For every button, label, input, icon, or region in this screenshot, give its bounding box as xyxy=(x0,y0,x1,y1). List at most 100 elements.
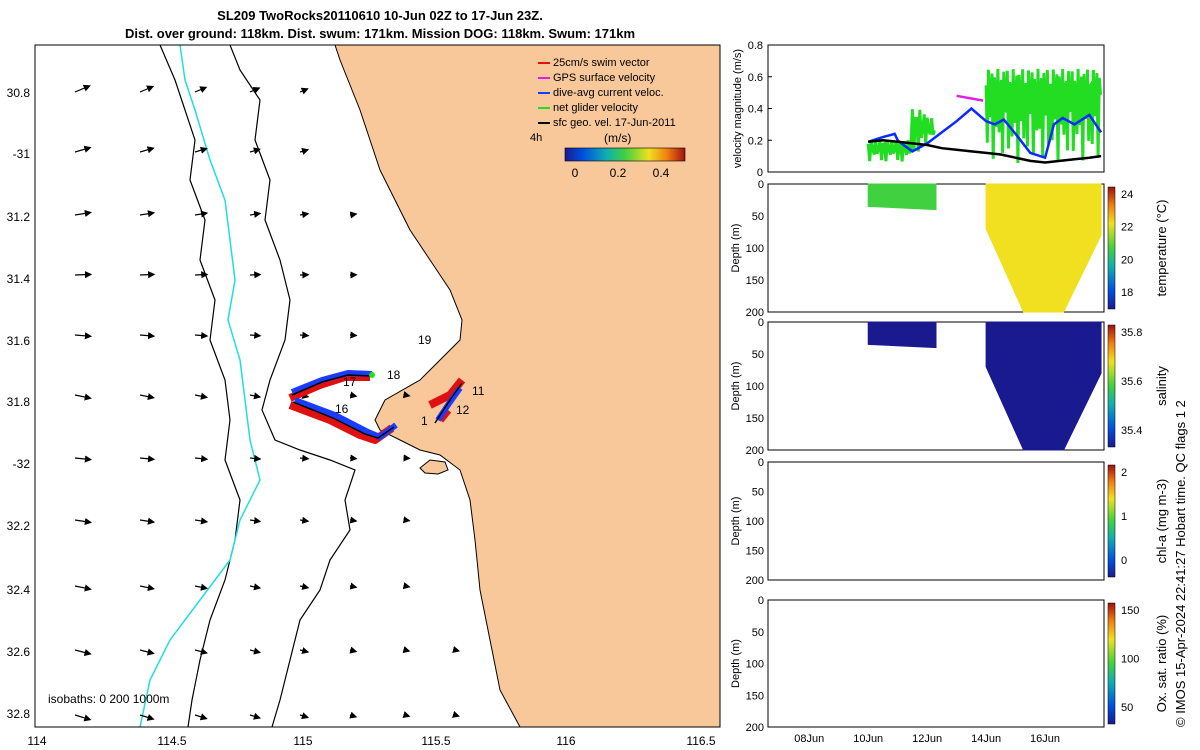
isobaths-label: isobaths: 0 200 1000m xyxy=(48,692,169,706)
waypoint-label: 11 xyxy=(472,384,485,398)
quiver-arrow xyxy=(74,145,92,153)
lat-tick-label: -32 xyxy=(13,457,31,471)
quiver-arrow xyxy=(139,713,155,721)
legend-label: 25cm/s swim vector xyxy=(553,57,650,69)
legend-label: sfc geo. vel. 17-Jun-2011 xyxy=(553,117,676,129)
depth-tick-label: 150 xyxy=(746,546,764,558)
x-tick-label: 16Jun xyxy=(1030,733,1060,745)
legend-label: GPS surface velocity xyxy=(553,72,656,84)
lon-tick-label: 115 xyxy=(293,734,312,748)
quiver-arrow xyxy=(452,646,461,653)
colorbar-units: (m/s) xyxy=(604,131,631,145)
quiver-arrow xyxy=(139,517,156,525)
colorbar xyxy=(1107,186,1116,310)
series-net-glider-velocity xyxy=(866,109,936,162)
legend-label: dive-avg current veloc. xyxy=(553,87,664,99)
lon-tick-label: 116.5 xyxy=(686,734,715,748)
colorbar-tick-label: 18 xyxy=(1121,287,1133,299)
colorbar-tick-label: 35.4 xyxy=(1121,425,1142,437)
profile-segment xyxy=(985,321,1102,451)
y-axis-label: velocity magnitude (m/s) xyxy=(732,49,744,168)
depth-tick-label: 100 xyxy=(746,381,764,393)
quiver-arrow xyxy=(299,87,309,95)
lat-tick-label: 32.8 xyxy=(7,707,31,721)
longitude-axis: 114 114.5 115 115.5 116 116.5 xyxy=(27,734,715,748)
lat-tick-label: 32.4 xyxy=(7,583,31,597)
map-legend: 25cm/s swim vector GPS surface velocity … xyxy=(530,57,686,180)
lon-tick-label: 114.5 xyxy=(157,734,186,748)
quiver-arrow xyxy=(249,712,261,720)
quiver-arrow xyxy=(349,331,358,339)
colorbar-label: chl-a (mg m-3) xyxy=(1154,479,1169,564)
colorbar xyxy=(1107,324,1116,448)
lon-tick-label: 116 xyxy=(556,734,575,748)
quiver-arrow xyxy=(139,85,155,93)
quiver-arrow xyxy=(74,332,93,340)
quiver-arrow xyxy=(349,211,358,219)
colorbar-tick-label: 24 xyxy=(1121,189,1133,201)
quiver-arrow xyxy=(74,584,92,592)
colorbar-tick-label: 22 xyxy=(1121,222,1133,234)
colorbar-tick: 0.4 xyxy=(653,166,670,180)
waypoint-label: 17 xyxy=(343,375,357,389)
quiver-arrow xyxy=(402,516,411,524)
quiver-arrow xyxy=(194,86,208,93)
quiver-arrow xyxy=(74,714,92,722)
depth-tick-label: 100 xyxy=(746,659,764,671)
quiver-arrow xyxy=(249,517,262,525)
quiver-arrow xyxy=(194,713,208,721)
quiver-arrow xyxy=(299,647,310,655)
x-tick-label: 12Jun xyxy=(912,733,942,745)
track-end-marker xyxy=(369,372,375,378)
depth-tick-label: 50 xyxy=(752,211,764,223)
isobath-1000m xyxy=(159,45,241,727)
quiver-arrow xyxy=(139,210,156,218)
quiver-arrow xyxy=(249,454,262,462)
depth-tick-label: 200 xyxy=(746,722,764,734)
depth-panel-frame xyxy=(767,461,1105,581)
land-area xyxy=(335,45,720,727)
waypoint-label: 16 xyxy=(335,402,349,416)
series-line xyxy=(956,94,984,102)
colorbar-tick-label: 0 xyxy=(1121,555,1127,567)
depth-tick-label: 0 xyxy=(758,595,764,607)
depth-tick-label: 0 xyxy=(758,179,764,191)
scale-label: 4h xyxy=(530,132,542,144)
colorbar-label: salinity xyxy=(1154,366,1169,406)
quiver-arrow xyxy=(249,87,261,94)
depth-tick-label: 150 xyxy=(746,275,764,287)
depth-tick-label: 100 xyxy=(746,516,764,528)
x-tick-label: 10Jun xyxy=(853,733,883,745)
quiver-arrow xyxy=(194,331,209,340)
map-frame xyxy=(34,44,721,728)
series-net-glider-velocity xyxy=(984,68,1102,164)
quiver-arrow xyxy=(249,147,261,155)
waypoint-label: 19 xyxy=(418,333,432,347)
depth-panel-frame xyxy=(767,599,1105,728)
quiver-arrow xyxy=(349,454,358,462)
quiver-arrow xyxy=(349,646,358,654)
colorbar-tick: 0 xyxy=(572,166,579,180)
depth-tick-label: 150 xyxy=(746,413,764,425)
lat-tick-label: 32.2 xyxy=(7,519,31,533)
colorbar-tick-label: 20 xyxy=(1121,254,1133,266)
legend-label: net glider velocity xyxy=(553,102,638,114)
quiver-arrow xyxy=(74,209,92,217)
colorbar xyxy=(1107,464,1116,578)
quiver-arrow xyxy=(249,392,262,400)
colorbar-tick-label: 2 xyxy=(1121,467,1127,479)
y-axis-label: Depth (m) xyxy=(730,639,742,688)
profile-segment xyxy=(867,321,937,349)
quiver-arrow xyxy=(74,393,92,401)
coastline xyxy=(334,45,521,727)
depth-tick-label: 100 xyxy=(746,243,764,255)
colorbar-tick-label: 35.8 xyxy=(1121,327,1142,339)
map-colorbar xyxy=(564,147,686,162)
net-velocity-track xyxy=(291,374,463,439)
quiver-arrow xyxy=(349,711,358,719)
depth-tick-label: 150 xyxy=(746,690,764,702)
quiver-arrow xyxy=(249,331,262,339)
quiver-arrow xyxy=(194,648,208,656)
quiver-arrow xyxy=(194,271,209,279)
quiver-arrow xyxy=(139,455,156,463)
